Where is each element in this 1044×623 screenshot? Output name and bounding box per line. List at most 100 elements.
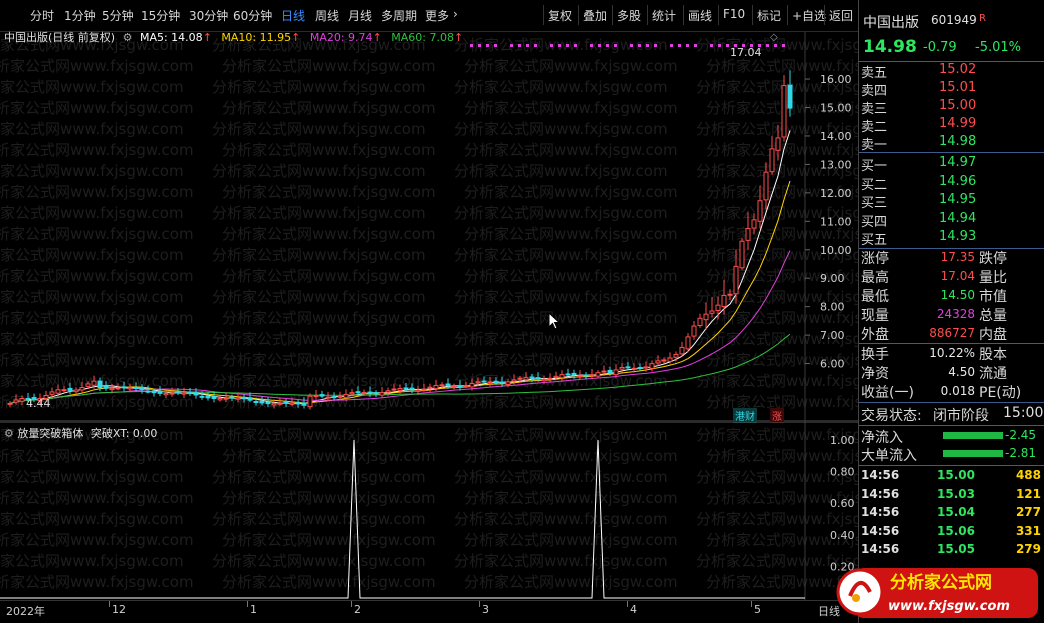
news-badge[interactable]: 港财 (733, 408, 757, 423)
candle (307, 395, 313, 408)
watermark-text: 分析家公式网www.fxjsgw.com (0, 162, 184, 180)
watermark-text: 分析家公式网www.fxjsgw.com (464, 531, 678, 549)
toolbar-button[interactable]: 统计 (647, 5, 680, 25)
net-inflow-bar (943, 432, 1003, 439)
watermark-text: 分析家公式网www.fxjsgw.com (696, 330, 858, 348)
toolbar-button[interactable]: F10 (718, 5, 749, 25)
candle (43, 394, 49, 399)
bid-level[interactable]: 买五 14.93 (861, 229, 977, 248)
bid-level[interactable]: 买二 14.96 (861, 173, 977, 193)
candle (763, 171, 769, 201)
watermark-text: 分析家公式网www.fxjsgw.com (464, 489, 678, 507)
watermark-text: 分析家公式网www.fxjsgw.com (454, 552, 668, 570)
candle (769, 148, 775, 173)
watermark-text: 分析家公式网www.fxjsgw.com (706, 393, 858, 411)
period-tab[interactable]: 30分钟 (189, 9, 229, 23)
signal-dot (566, 44, 569, 47)
signal-dot (766, 44, 769, 47)
period-tab[interactable]: 15分钟 (141, 9, 181, 23)
toolbar-button[interactable]: 画线 (683, 5, 716, 25)
watermark-text: 分析家公式网www.fxjsgw.com (464, 447, 678, 465)
candle (193, 392, 199, 396)
period-tab[interactable]: 分时 (30, 9, 55, 23)
bid-level[interactable]: 买四 14.94 (861, 210, 977, 230)
big-inflow-bar (943, 450, 1003, 457)
period-tab[interactable]: 1分钟 (64, 9, 96, 23)
candle (679, 346, 685, 355)
ask-level[interactable]: 卖四 15.01 (861, 80, 977, 99)
bid-level[interactable]: 买三 14.95 (861, 192, 977, 211)
candle (283, 401, 289, 404)
stat-row: 最低 14.50 市值 (861, 288, 1007, 305)
logo-text: 分析家公式网 (890, 572, 992, 593)
candle (643, 366, 649, 369)
signal-dot (478, 44, 481, 47)
watermark-text: 分析家公式网www.fxjsgw.com (0, 204, 184, 222)
watermark-text: 分析家公式网www.fxjsgw.com (706, 57, 858, 75)
candle (607, 369, 613, 374)
watermark-text: 分析家公式网www.fxjsgw.com (212, 120, 426, 138)
signal-dot (518, 44, 521, 47)
ask-level[interactable]: 卖一 14.98 (861, 134, 977, 153)
candle (343, 393, 349, 399)
chevron-right-icon[interactable]: › (453, 7, 458, 21)
watermark-text: 分析家公式网www.fxjsgw.com (222, 573, 436, 591)
watermark-text: 分析家公式网www.fxjsgw.com (0, 99, 194, 117)
candle (61, 389, 67, 392)
candle (547, 377, 553, 380)
candle (709, 310, 715, 314)
candle (223, 397, 229, 400)
candlestick-chart[interactable]: 分析家公式网www.fxjsgw.com 分析家公式网www.fxjsgw.com… (0, 32, 858, 422)
high-price-marker: 17.04 (730, 46, 762, 59)
period-tab[interactable]: 多周期 (381, 9, 418, 23)
ask-level[interactable]: 卖二 14.99 (861, 116, 977, 135)
toolbar-button[interactable]: 标记 (752, 5, 785, 25)
candle (655, 360, 661, 364)
ask-level[interactable]: 卖三 15.00 (861, 98, 977, 117)
period-tab[interactable]: 月线 (348, 9, 373, 23)
toolbar-button[interactable]: +自选 (787, 5, 830, 25)
candle (91, 380, 97, 386)
candle (145, 390, 151, 393)
toolbar-button[interactable]: 复权 (543, 5, 576, 25)
toolbar-button[interactable]: 返回 (824, 5, 857, 25)
watermark-text: 分析家公式网www.fxjsgw.com (0, 552, 184, 570)
candle (463, 384, 469, 387)
candle (121, 386, 127, 389)
tick-row: 14:56 15.03 121 (861, 486, 1041, 501)
toolbar-button[interactable]: 多股 (612, 5, 645, 25)
signal-dot (678, 44, 681, 47)
time-tick-label: 12 (112, 603, 126, 616)
candle (577, 375, 583, 378)
ask-level[interactable]: 卖五 15.02 (861, 62, 977, 81)
bid-level[interactable]: 买一 14.97 (861, 155, 977, 174)
watermark-text: 分析家公式网www.fxjsgw.com (706, 489, 858, 507)
watermark-text: 分析家公式网www.fxjsgw.com (706, 183, 858, 201)
watermark-text: 分析家公式网www.fxjsgw.com (222, 447, 436, 465)
diamond-icon[interactable]: ◇ (770, 32, 778, 43)
period-tab[interactable]: 更多 (425, 9, 450, 23)
signal-dot (494, 44, 497, 47)
period-tab[interactable]: 60分钟 (233, 9, 273, 23)
indicator-chart[interactable]: 分析家公式网www.fxjsgw.com 分析家公式网www.fxjsgw.com… (0, 422, 858, 600)
tick-row: 14:56 15.00 488 (861, 468, 1041, 482)
signal-dot (646, 44, 649, 47)
limit-badge[interactable]: 涨 (770, 408, 784, 423)
tick-row: 14:56 15.06 331 (861, 523, 1041, 538)
period-tab[interactable]: 日线 (281, 9, 306, 23)
candle (115, 387, 121, 390)
watermark-text: 分析家公式网www.fxjsgw.com (0, 510, 184, 528)
watermark-text: 分析家公式网www.fxjsgw.com (464, 99, 678, 117)
period-tab[interactable]: 周线 (315, 9, 340, 23)
indicator-tick-label: 0.60 (830, 497, 855, 510)
period-tab[interactable]: 5分钟 (102, 9, 134, 23)
indicator-settings-icon[interactable]: ⚙ (4, 427, 14, 440)
mouse-cursor-icon (548, 312, 560, 330)
settings-icon[interactable]: ⚙ (122, 31, 133, 44)
candle (631, 367, 637, 370)
candle (271, 403, 277, 406)
toolbar-button[interactable]: 叠加 (578, 5, 611, 25)
watermark-text: 分析家公式网www.fxjsgw.com (212, 510, 426, 528)
watermark-text: 分析家公式网www.fxjsgw.com (706, 351, 858, 369)
watermark-text: 分析家公式网www.fxjsgw.com (706, 267, 858, 285)
